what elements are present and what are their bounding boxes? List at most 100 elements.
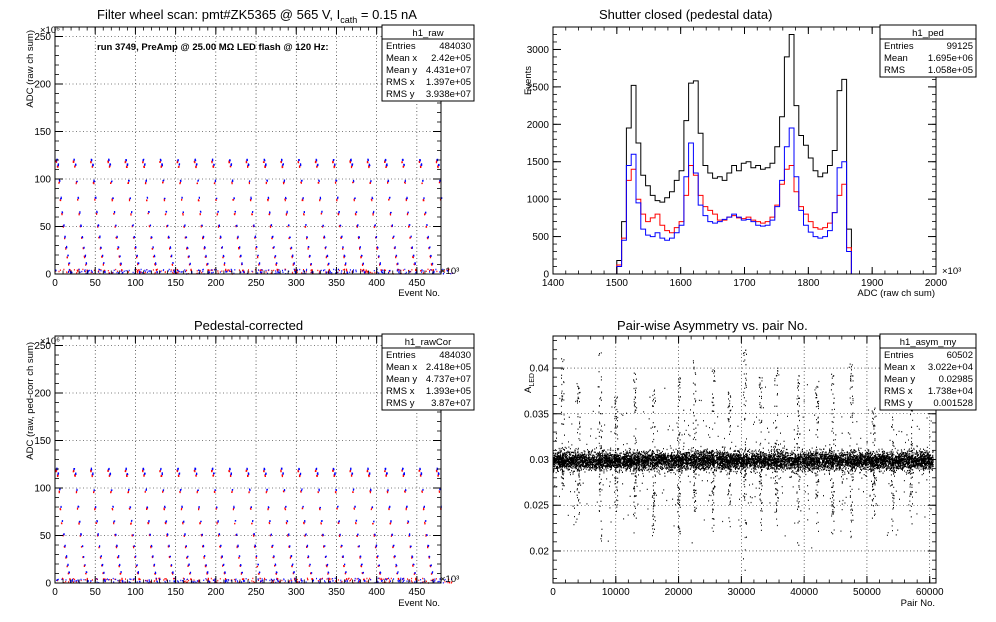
stats-row-label: RMS x [386,77,415,88]
stats-row-value: 0.001528 [933,398,973,409]
panel-pedestal-corrected: Pedestal-corrected 0 50 100 150 200 250 300 350… [25,318,475,609]
histogram-line-0 [553,34,936,275]
y-tick-label: 200 [34,389,51,400]
stats-row-label: Mean y [386,374,417,385]
y-multiplier: ×10⁶ [40,336,60,347]
histogram-line-2 [553,127,936,275]
stats-row-label: RMS y [386,398,415,409]
panel-raw-title: Filter wheel scan: pmt#ZK5365 @ 565 V, I… [97,7,417,25]
y-tick-label: 0 [543,270,549,281]
stats-row-value: 4.737e+07 [426,374,471,385]
stats-row-label: Entries [386,350,416,361]
y-tick-label: 1500 [527,157,550,168]
stats-row-value: 0.02985 [939,374,973,385]
axis-ticks: 0 50 100 150 200 250 300 350 400 450 0 50 100 150 200 2… [34,335,442,598]
y-tick-label: 250 [34,32,51,43]
stats-row-value: 4.431e+07 [426,65,471,76]
axis-ticks: 0 10000 20000 30000 40000 50000 60000 0.02 0.025… [524,336,944,598]
series-0-points [55,469,453,584]
x-tick-label: 200 [207,278,224,289]
y-tick-label: 150 [34,436,51,447]
y-tick-label: 0.04 [530,364,550,375]
stats-box-frame [381,24,475,102]
x-tick-label: 450 [409,278,426,289]
stats-box-name: h1_asym_my [900,337,957,348]
stats-row-value: 484030 [439,41,471,52]
x-tick-label: 1900 [861,278,884,289]
y-axis-label: ALED [523,373,536,393]
y-multiplier: ×10⁶ [40,25,60,36]
asymmetry-scatter [553,349,934,571]
x-tick-label: 400 [368,278,385,289]
stats-row-label: Mean y [884,374,915,385]
y-tick-label: 150 [34,127,51,138]
x-tick-label: 400 [368,587,385,598]
stats-row-label: RMS x [884,386,913,397]
panel-raw-adc: Filter wheel scan: pmt#ZK5365 @ 565 V, I… [0,0,498,311]
stats-row-value: 99125 [947,41,973,52]
x-tick-label: 50 [90,587,102,598]
run-annotation: run 3749, PreAmp @ 25.00 MΩ LED flash @ … [97,42,329,53]
y-tick-label: 500 [532,232,549,243]
x-tick-label: 50 [90,278,102,289]
stats-row-label: RMS [884,65,905,76]
x-tick-label: 350 [328,278,345,289]
stats-row-value: 1.738e+04 [928,386,973,397]
stats-box: h1_raw Entries 484030 Mean x 2.42e+05 Mean y 4… [381,24,475,102]
y-tick-label: 3000 [527,45,550,56]
y-tick-label: 2500 [527,82,550,93]
x-tick-label: 1600 [670,278,693,289]
x-tick-label: 50000 [853,587,881,598]
stats-box-name: h1_raw [412,28,443,39]
y-tick-label: 1000 [527,195,550,206]
stats-row-value: 60502 [947,350,973,361]
y-tick-label: 250 [34,341,51,352]
x-multiplier: ×10³ [440,574,459,585]
scatter-points [55,467,453,584]
y-tick-label: 0 [45,270,51,281]
x-tick-label: 150 [167,587,184,598]
stats-row-label: Entries [884,350,914,361]
y-tick-label: 0.02 [530,546,550,557]
y-tick-label: 100 [34,175,51,186]
stats-row-label: Mean [884,53,908,64]
y-tick-label: 0.03 [530,455,550,466]
x-tick-label: 1700 [733,278,756,289]
x-tick-label: 250 [248,278,265,289]
x-tick-label: 1800 [797,278,820,289]
y-tick-label: 0 [45,579,51,590]
stats-row-value: 3.022e+04 [928,362,973,373]
axis-ticks: 1400 1500 1600 1700 1800 1900 2000 0 500 1000 1500… [527,26,948,289]
x-tick-label: 450 [409,587,426,598]
y-tick-label: 50 [40,531,52,542]
stats-box: h1_asym_my Entries 60502 Mean x 3.022e+04 Mea… [879,333,977,411]
histogram-series [553,34,936,275]
stats-row-label: Entries [386,41,416,52]
x-tick-label: 40000 [790,587,818,598]
scatter-points [55,158,454,275]
x-tick-label: 1500 [606,278,629,289]
stats-row-value: 484030 [439,350,471,361]
stats-row-value: 1.397e+05 [426,77,471,88]
stats-box: h1_rawCor Entries 484030 Mean x 2.418e+05 Mea… [381,333,475,411]
stats-row-label: Mean y [386,65,417,76]
x-tick-label: 2000 [925,278,948,289]
panel-ped-title: Shutter closed (pedestal data) [599,7,772,22]
x-tick-label: 350 [328,587,345,598]
y-axis-label: ADC (raw ch sum) [25,30,36,108]
x-multiplier: ×10³ [942,266,961,277]
x-tick-label: 100 [127,278,144,289]
x-tick-label: 100 [127,587,144,598]
stats-row-label: RMS y [386,89,415,100]
y-tick-label: 0.035 [524,409,549,420]
stats-box-frame [879,24,977,78]
stats-row-label: Mean x [386,362,417,373]
stats-row-value: 3.938e+07 [426,89,471,100]
stats-row-value: 3.87e+07 [431,398,471,409]
x-tick-label: 300 [288,278,305,289]
x-tick-label: 200 [207,587,224,598]
series-1-points [56,467,452,584]
y-axis-label: ADC (raw, ped-corr ch sum) [25,342,36,460]
x-tick-label: 0 [52,587,58,598]
x-axis-label: ADC (raw ch sum) [857,288,935,299]
